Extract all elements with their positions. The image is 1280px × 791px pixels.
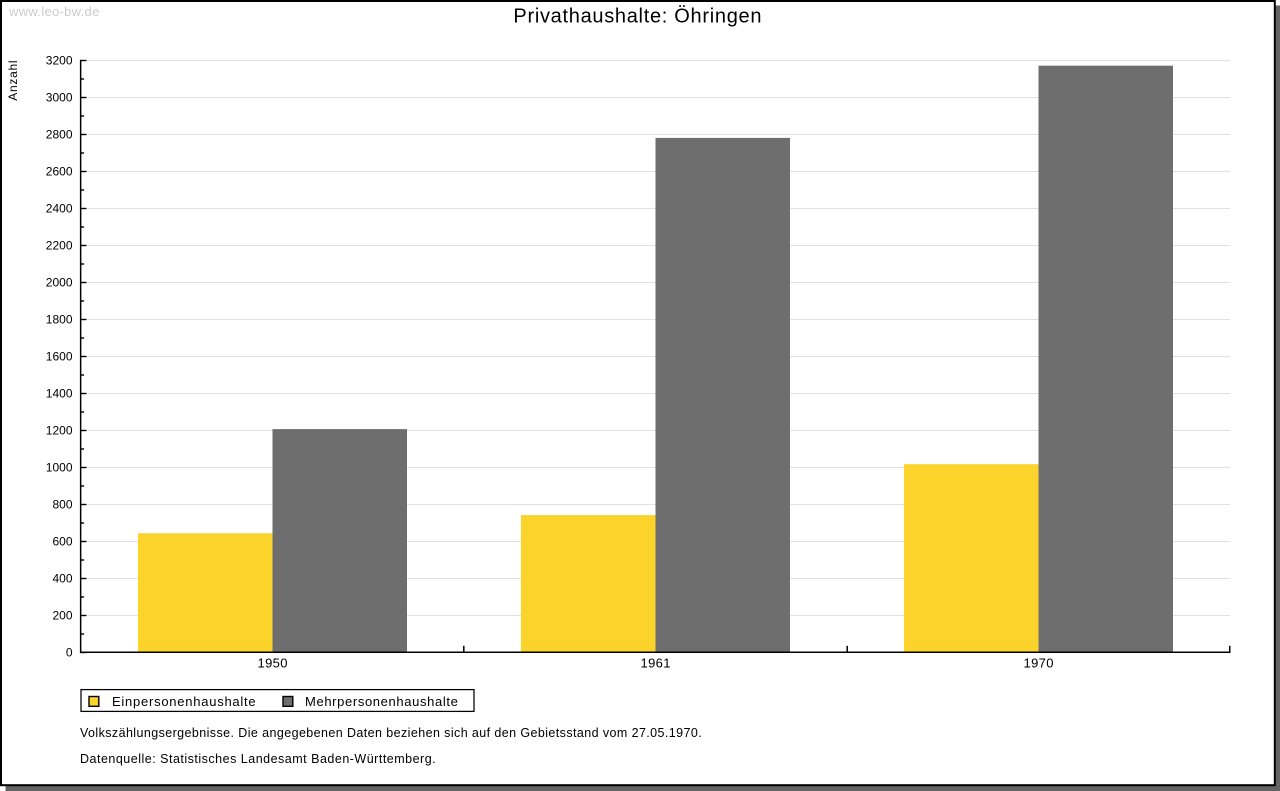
svg-text:0: 0: [66, 646, 73, 660]
svg-text:1800: 1800: [46, 313, 73, 327]
svg-text:1600: 1600: [46, 350, 73, 364]
svg-text:400: 400: [52, 572, 72, 586]
svg-text:1961: 1961: [641, 655, 671, 670]
svg-text:Einpersonenhaushalte: Einpersonenhaushalte: [112, 694, 256, 709]
svg-text:600: 600: [52, 535, 72, 549]
svg-text:Anzahl: Anzahl: [6, 60, 20, 101]
svg-text:www.leo-bw.de: www.leo-bw.de: [8, 4, 100, 19]
svg-text:Mehrpersonenhaushalte: Mehrpersonenhaushalte: [305, 694, 458, 709]
svg-text:2600: 2600: [46, 165, 73, 179]
svg-text:2000: 2000: [46, 276, 73, 290]
svg-text:200: 200: [52, 609, 72, 623]
svg-text:3200: 3200: [46, 54, 73, 68]
svg-text:2400: 2400: [46, 202, 73, 216]
svg-text:1200: 1200: [46, 424, 73, 438]
svg-text:800: 800: [52, 498, 72, 512]
svg-text:3000: 3000: [46, 91, 73, 105]
svg-text:1000: 1000: [46, 461, 73, 475]
svg-text:Datenquelle: Statistisches Lan: Datenquelle: Statistisches Landesamt Bad…: [80, 752, 436, 766]
svg-text:2200: 2200: [46, 239, 73, 253]
svg-text:2800: 2800: [46, 128, 73, 142]
svg-text:1970: 1970: [1024, 655, 1054, 670]
svg-text:1950: 1950: [258, 655, 288, 670]
svg-text:Privathaushalte: Öhringen: Privathaushalte: Öhringen: [513, 5, 762, 27]
svg-text:Volkszählungsergebnisse. Die a: Volkszählungsergebnisse. Die angegebenen…: [80, 726, 702, 740]
svg-text:1400: 1400: [46, 387, 73, 401]
